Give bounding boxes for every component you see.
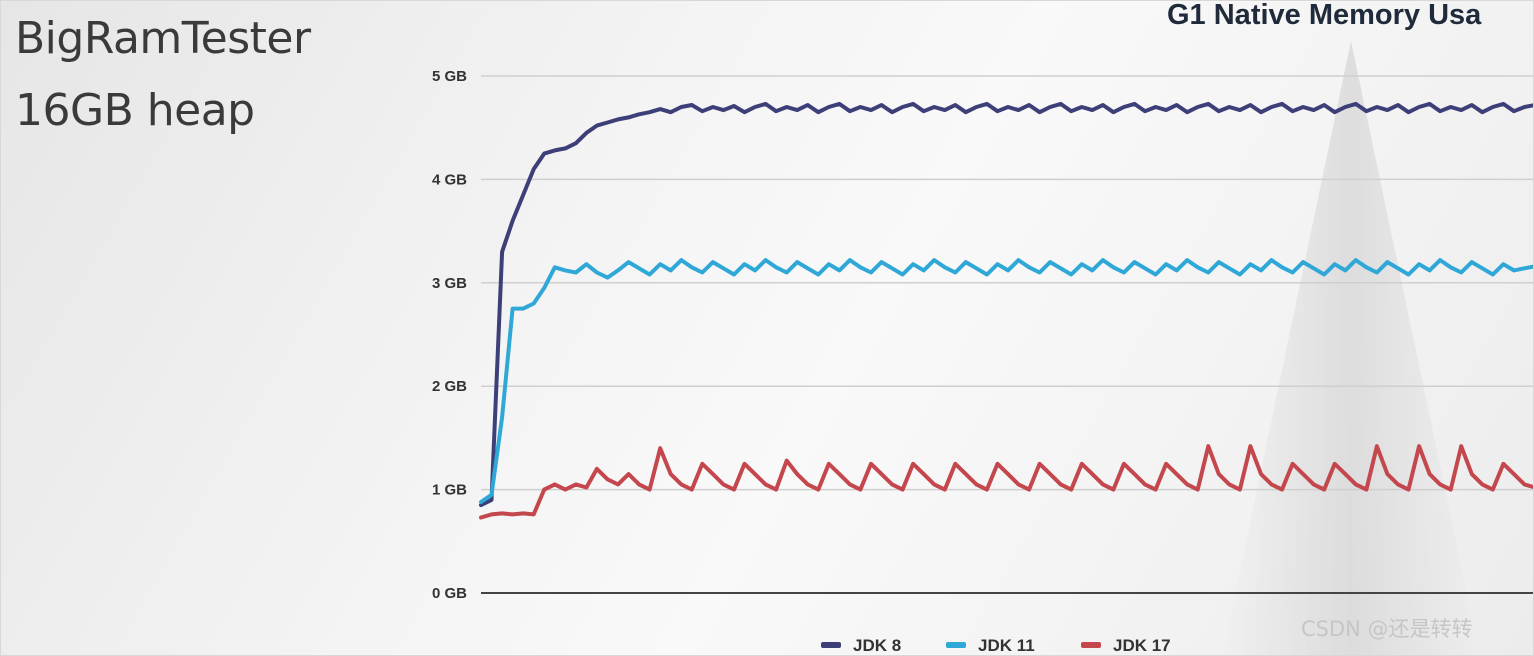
slide-title-line2: 16GB heap bbox=[15, 85, 255, 136]
legend: JDK 8 JDK 11 JDK 17 bbox=[821, 636, 1171, 655]
series-line-jdk-8 bbox=[479, 101, 1533, 508]
chart-title: G1 Native Memory Usa bbox=[1167, 0, 1482, 31]
y-tick-label: 1 GB bbox=[432, 482, 467, 499]
series-line-jdk-11 bbox=[479, 258, 1533, 504]
series-layer bbox=[479, 101, 1533, 520]
legend-swatch-jdk-11 bbox=[946, 642, 966, 648]
y-tick-label: 4 GB bbox=[432, 171, 467, 188]
slide-title-line1: BigRamTester bbox=[15, 13, 311, 64]
legend-swatch-jdk-8 bbox=[821, 642, 841, 648]
grid-layer bbox=[481, 75, 1533, 594]
legend-swatch-jdk-17 bbox=[1081, 642, 1101, 648]
y-tick-label: 0 GB bbox=[432, 585, 467, 602]
legend-label-jdk-8: JDK 8 bbox=[853, 636, 901, 655]
watermark: CSDN @还是转转 bbox=[1301, 617, 1473, 641]
legend-label-jdk-17: JDK 17 bbox=[1113, 636, 1171, 655]
series-line-jdk-17 bbox=[479, 444, 1533, 520]
y-axis-ticks: 0 GB 1 GB 2 GB 3 GB 4 GB 5 GB bbox=[432, 68, 467, 602]
y-tick-label: 3 GB bbox=[432, 275, 467, 292]
y-tick-label: 2 GB bbox=[432, 378, 467, 395]
legend-label-jdk-11: JDK 11 bbox=[978, 636, 1035, 655]
y-tick-label: 5 GB bbox=[432, 68, 467, 85]
